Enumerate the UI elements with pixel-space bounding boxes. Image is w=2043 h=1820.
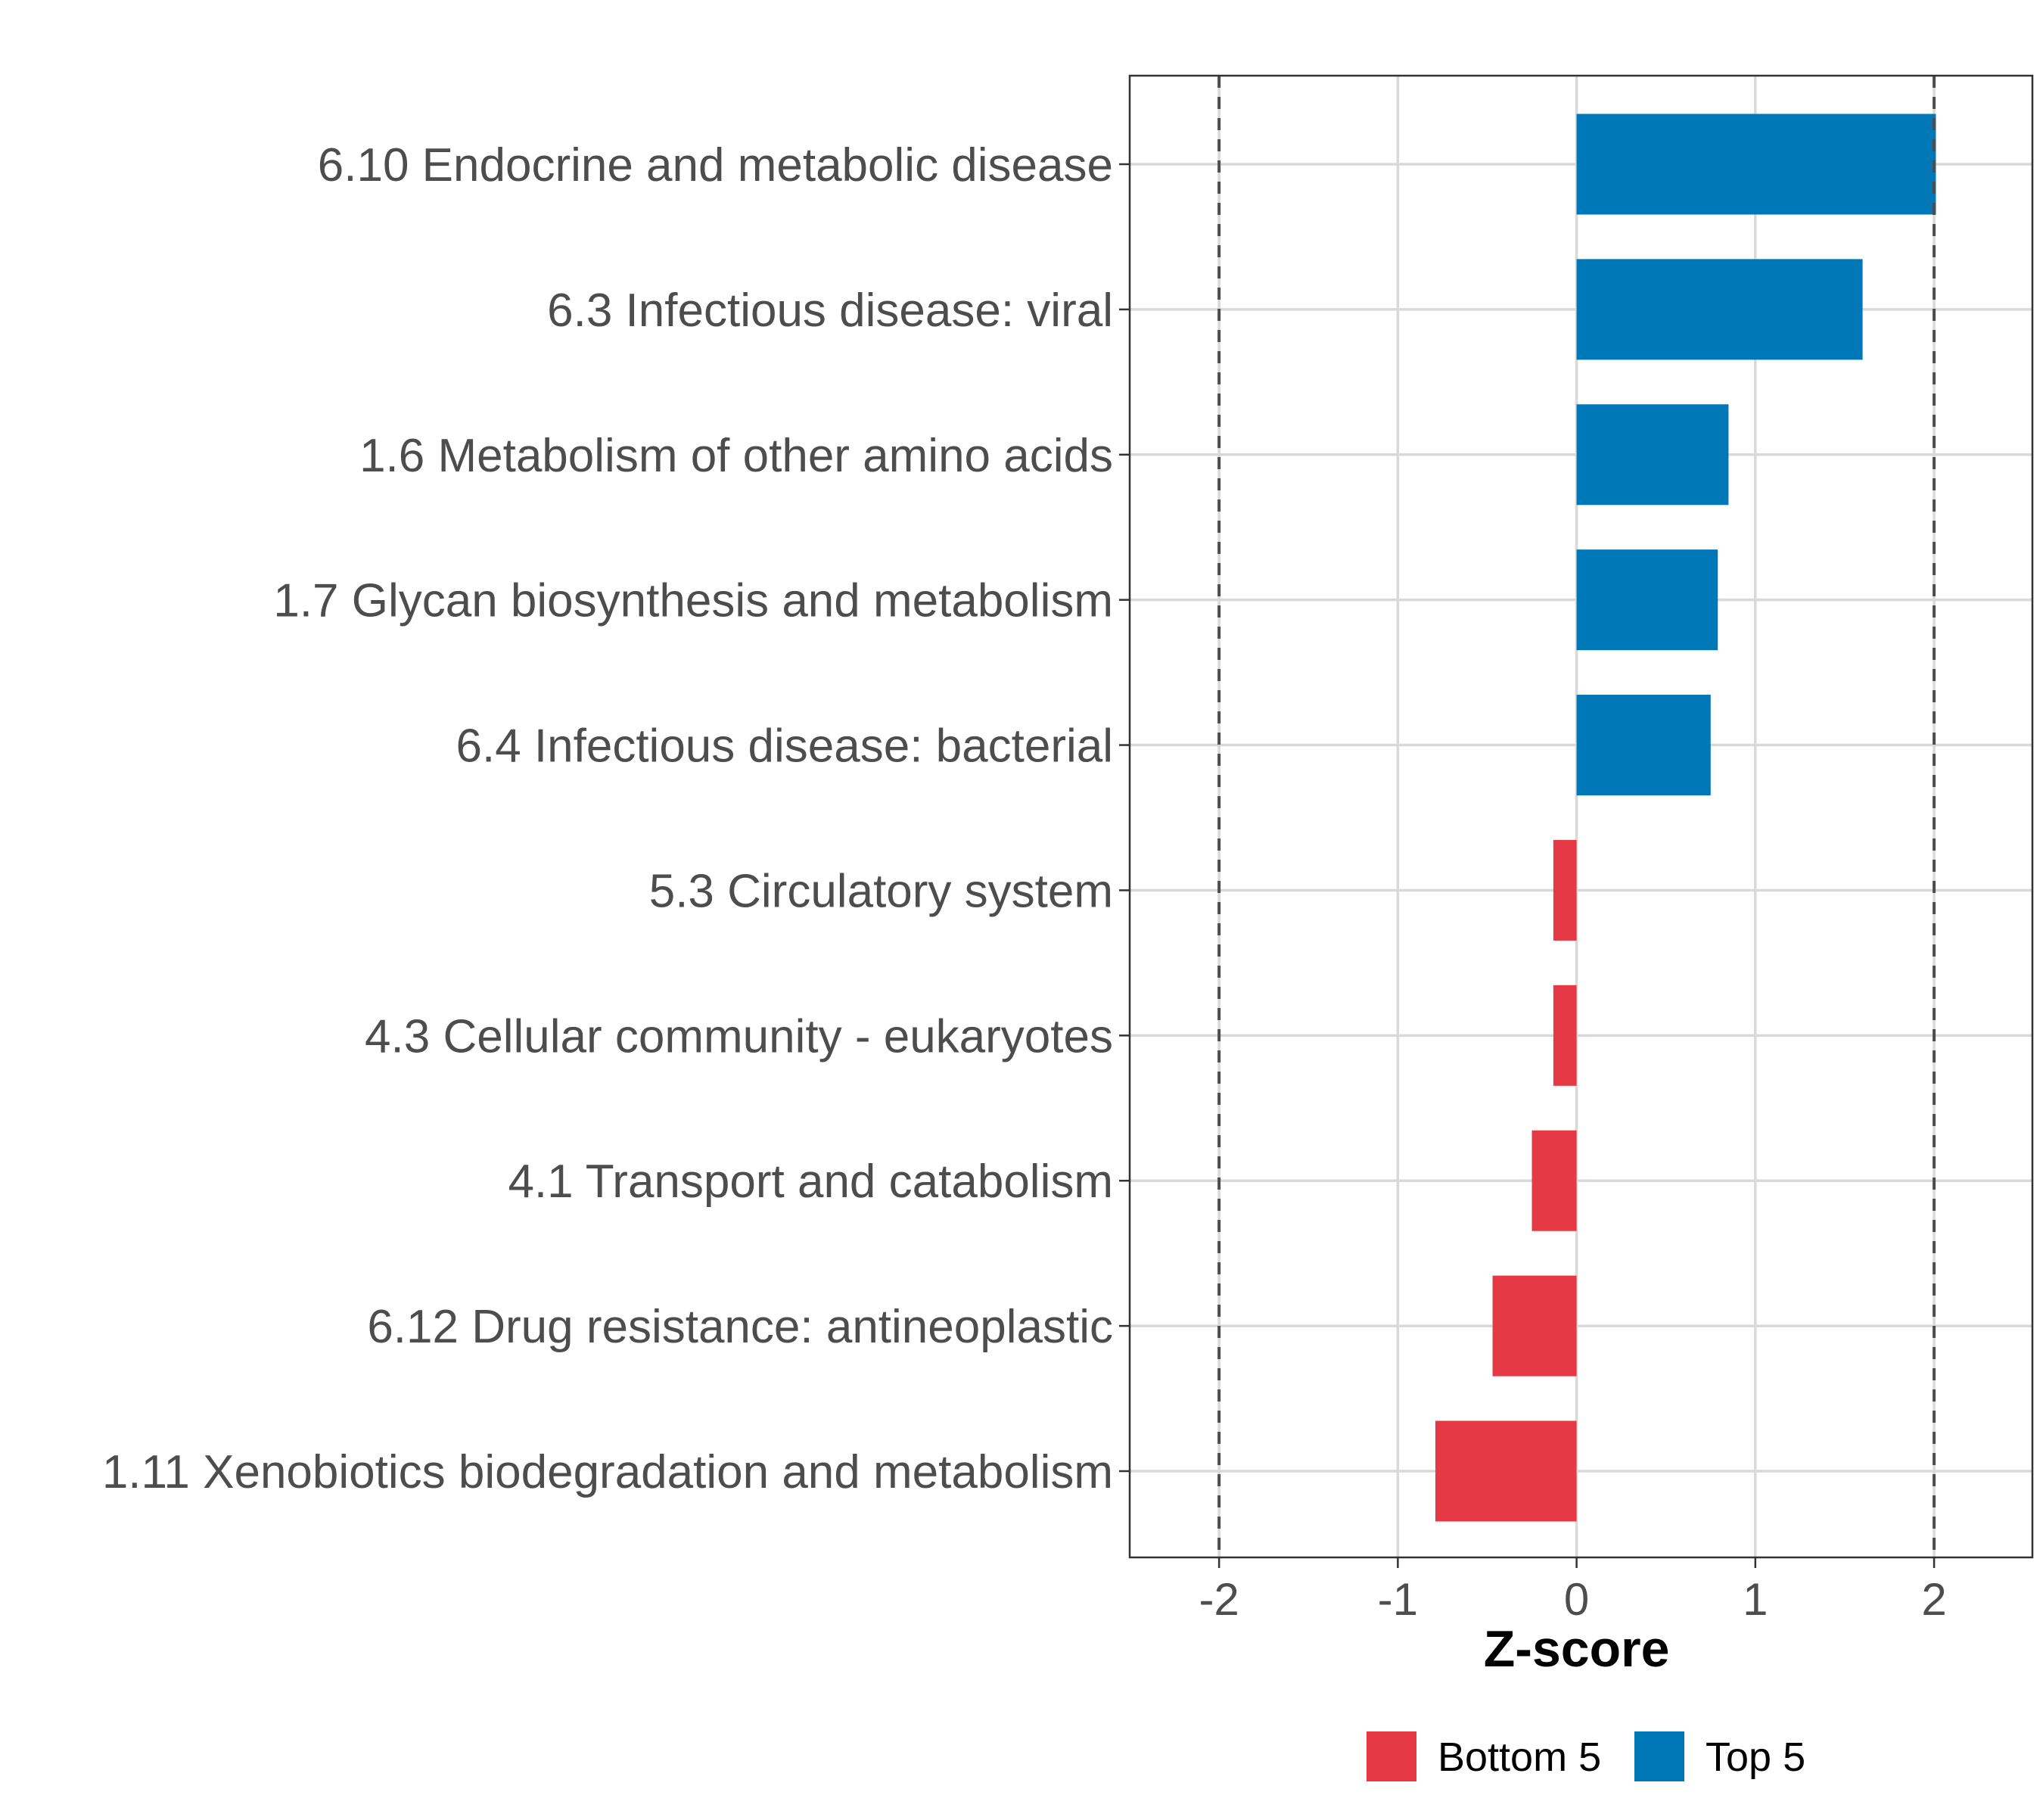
legend-item: Top 5 [1634,1731,1805,1781]
x-tick-label: 1 [1743,1574,1768,1625]
bar [1576,259,1863,360]
plot-panel-border [1128,74,2034,1559]
bar [1576,404,1729,506]
category-label: 5.3 Circulatory system [649,865,1113,917]
bar [1553,985,1577,1086]
legend-key [1367,1731,1416,1781]
x-tick-label: -2 [1199,1574,1239,1625]
category-label: 6.10 Endocrine and metabolic disease [318,139,1113,191]
bar [1435,1420,1577,1522]
category-label: 4.3 Cellular community - eukaryotes [365,1010,1113,1062]
bars-layer [1435,114,1936,1522]
bar [1576,695,1711,796]
category-label: 6.3 Infectious disease: viral [547,285,1113,337]
category-label: 1.11 Xenobiotics biodegradation and meta… [102,1446,1113,1498]
x-tick-label: 0 [1564,1574,1589,1625]
legend-label: Bottom 5 [1438,1734,1601,1780]
bar [1492,1275,1577,1377]
category-label: 6.12 Drug resistance: antineoplastic [367,1301,1113,1353]
x-axis-ticks: -2 -1 0 1 2 [1199,1557,1947,1625]
bar [1576,114,1936,215]
legend-key [1634,1731,1684,1781]
category-label: 6.4 Infectious disease: bacterial [456,720,1113,773]
x-tick-label: -1 [1378,1574,1418,1625]
x-axis-title: Z-score [1484,1620,1670,1678]
legend: Bottom 5 Top 5 [1367,1731,1805,1781]
x-tick-label: 2 [1921,1574,1946,1625]
legend-item: Bottom 5 [1367,1731,1601,1781]
bar [1553,839,1577,941]
legend-label: Top 5 [1706,1734,1805,1780]
bar [1576,549,1718,651]
category-label: 4.1 Transport and catabolism [508,1156,1113,1208]
bar [1531,1130,1577,1231]
category-labels: 6.10 Endocrine and metabolic disease 6.3 … [102,139,1130,1498]
category-label: 1.6 Metabolism of other amino acids [359,430,1113,482]
reference-lines [1217,76,1936,1557]
category-label: 1.7 Glycan biosynthesis and metabolism [273,575,1113,627]
